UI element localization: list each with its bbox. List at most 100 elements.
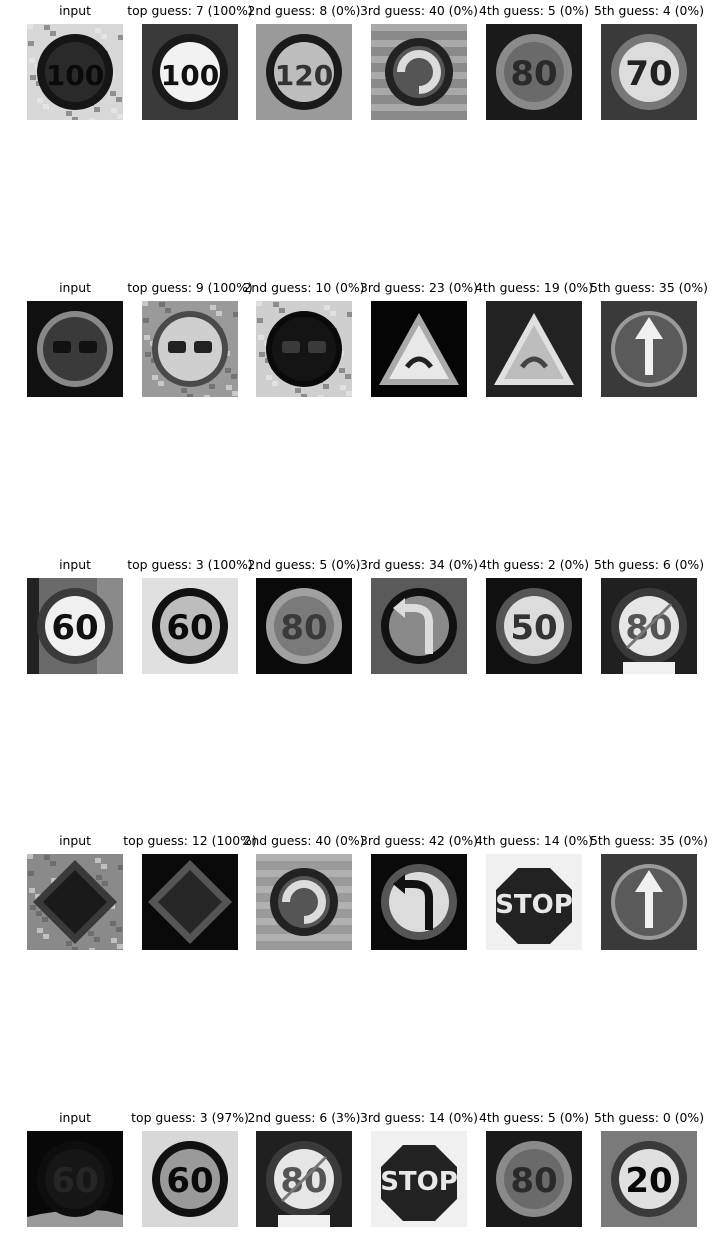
- svg-text:60: 60: [51, 608, 98, 648]
- svg-text:120: 120: [275, 59, 333, 92]
- prediction-row: input 60 top guess: 3 (100%) 60 2nd guess: 5…: [0, 558, 712, 678]
- input-caption: input: [59, 833, 91, 848]
- traffic-sign-icon: 20: [601, 1131, 697, 1227]
- guess-caption: 2nd guess: 10 (0%): [243, 280, 365, 295]
- traffic-sign-icon: 80: [256, 1131, 352, 1227]
- prediction-row: input top guess: 9 (100%) 2nd guess: 10 (0…: [0, 281, 712, 401]
- traffic-sign-icon: 70: [601, 24, 697, 120]
- sign-image: 20: [601, 1131, 697, 1227]
- sign-image: [371, 578, 467, 674]
- guess-caption: top guess: 12 (100%): [123, 833, 257, 848]
- sign-image: 60: [142, 578, 238, 674]
- guess-caption: 5th guess: 0 (0%): [593, 1110, 705, 1125]
- guess-caption: 2nd guess: 6 (3%): [247, 1110, 361, 1125]
- traffic-sign-icon: [601, 854, 697, 950]
- guess-caption: 4th guess: 2 (0%): [478, 557, 590, 572]
- guess-caption: top guess: 3 (97%): [131, 1110, 249, 1125]
- prediction-row: input 100 top guess: 7 (100%) 100 2nd guess:…: [0, 4, 712, 124]
- svg-text:STOP: STOP: [380, 1167, 458, 1197]
- svg-text:60: 60: [166, 608, 213, 648]
- sign-image: 120: [256, 24, 352, 120]
- sign-image: [371, 854, 467, 950]
- traffic-sign-icon: [256, 854, 352, 950]
- traffic-sign-icon: [27, 854, 123, 950]
- sign-image: 80: [486, 24, 582, 120]
- traffic-sign-icon: [371, 854, 467, 950]
- sign-image: 100: [142, 24, 238, 120]
- guess-caption: 5th guess: 35 (0%): [590, 280, 708, 295]
- svg-text:50: 50: [510, 608, 557, 648]
- sign-image: 60: [27, 1131, 123, 1227]
- svg-text:20: 20: [625, 1161, 672, 1201]
- guess-caption: 3rd guess: 23 (0%): [360, 280, 478, 295]
- guess-caption: 4th guess: 5 (0%): [478, 3, 590, 18]
- svg-text:80: 80: [510, 1161, 557, 1201]
- traffic-sign-icon: 60: [142, 578, 238, 674]
- sign-image: 80: [486, 1131, 582, 1227]
- sign-image: [142, 854, 238, 950]
- svg-text:60: 60: [51, 1161, 98, 1201]
- traffic-sign-icon: 100: [142, 24, 238, 120]
- guess-caption: 5th guess: 6 (0%): [593, 557, 705, 572]
- input-caption: input: [59, 280, 91, 295]
- sign-image: [256, 854, 352, 950]
- traffic-sign-icon: 80: [256, 578, 352, 674]
- traffic-sign-icon: 60: [27, 1131, 123, 1227]
- traffic-sign-icon: STOP: [486, 854, 582, 950]
- sign-image: 70: [601, 24, 697, 120]
- input-caption: input: [59, 3, 91, 18]
- traffic-sign-icon: 100: [27, 24, 123, 120]
- sign-image: [142, 301, 238, 397]
- svg-text:70: 70: [625, 54, 672, 94]
- guess-caption: 5th guess: 4 (0%): [593, 3, 705, 18]
- guess-caption: 4th guess: 19 (0%): [475, 280, 593, 295]
- traffic-sign-icon: 80: [601, 578, 697, 674]
- sign-image: 100: [27, 24, 123, 120]
- sign-image: 80: [601, 578, 697, 674]
- sign-image: 60: [142, 1131, 238, 1227]
- traffic-sign-icon: [371, 24, 467, 120]
- sign-image: STOP: [486, 854, 582, 950]
- traffic-sign-icon: [371, 578, 467, 674]
- traffic-sign-icon: [142, 301, 238, 397]
- input-caption: input: [59, 557, 91, 572]
- traffic-sign-icon: 60: [142, 1131, 238, 1227]
- sign-image: 80: [256, 1131, 352, 1227]
- sign-image: [486, 301, 582, 397]
- traffic-sign-icon: [486, 301, 582, 397]
- sign-image: STOP: [371, 1131, 467, 1227]
- sign-image: 60: [27, 578, 123, 674]
- traffic-sign-icon: [371, 301, 467, 397]
- guess-caption: 4th guess: 5 (0%): [478, 1110, 590, 1125]
- svg-text:100: 100: [46, 59, 104, 92]
- svg-text:60: 60: [166, 1161, 213, 1201]
- guess-caption: 2nd guess: 5 (0%): [247, 557, 361, 572]
- sign-image: [371, 301, 467, 397]
- svg-text:80: 80: [510, 54, 557, 94]
- sign-image: [371, 24, 467, 120]
- traffic-sign-icon: 80: [486, 24, 582, 120]
- traffic-sign-icon: [27, 301, 123, 397]
- guess-caption: top guess: 9 (100%): [127, 280, 253, 295]
- traffic-sign-icon: 60: [27, 578, 123, 674]
- guess-caption: 3rd guess: 42 (0%): [360, 833, 478, 848]
- guess-caption: 5th guess: 35 (0%): [590, 833, 708, 848]
- guess-caption: top guess: 7 (100%): [127, 3, 253, 18]
- prediction-row: input 60 top guess: 3 (97%) 60 2nd guess: 6 …: [0, 1111, 712, 1231]
- prediction-row: input top guess: 12 (100%) 2nd guess: 40 (…: [0, 834, 712, 954]
- svg-text:STOP: STOP: [495, 890, 573, 920]
- sign-image: [256, 301, 352, 397]
- guess-caption: 4th guess: 14 (0%): [475, 833, 593, 848]
- guess-caption: 2nd guess: 40 (0%): [243, 833, 365, 848]
- sign-image: [601, 301, 697, 397]
- traffic-sign-icon: 80: [486, 1131, 582, 1227]
- sign-image: 50: [486, 578, 582, 674]
- traffic-sign-icon: [601, 301, 697, 397]
- traffic-sign-icon: 50: [486, 578, 582, 674]
- svg-text:80: 80: [280, 608, 327, 648]
- traffic-sign-icon: 120: [256, 24, 352, 120]
- sign-image: [27, 301, 123, 397]
- input-caption: input: [59, 1110, 91, 1125]
- sign-image: [27, 854, 123, 950]
- guess-caption: 2nd guess: 8 (0%): [247, 3, 361, 18]
